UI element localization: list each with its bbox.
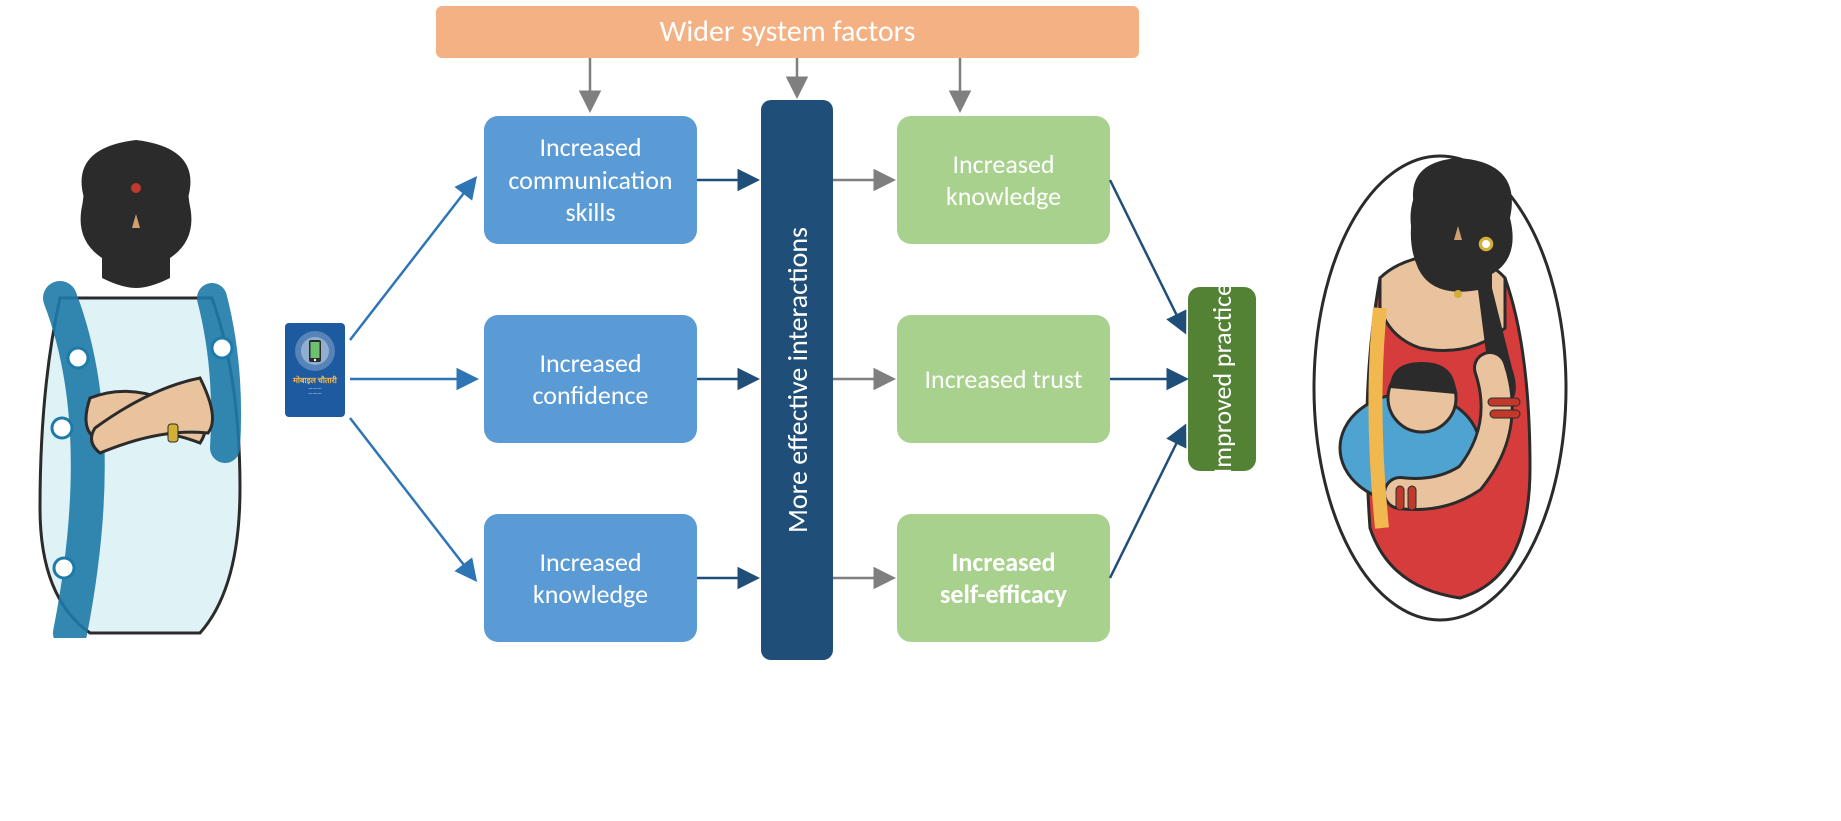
node-label: More effective interactions <box>780 227 815 533</box>
node-increased-knowledge-right: Increased knowledge <box>897 116 1110 244</box>
mother-breastfeeding-illustration <box>1310 148 1570 628</box>
node-label: Increased knowledge <box>494 546 687 611</box>
node-label: Improved practice <box>1206 283 1239 474</box>
node-label: Increased trust <box>925 363 1083 396</box>
node-label: Increased confidence <box>494 347 687 412</box>
node-increased-self-efficacy: Increased self-efficacy <box>897 514 1110 642</box>
banner-label: Wider system factors <box>660 13 916 51</box>
node-more-effective-interactions: More effective interactions <box>761 100 833 660</box>
node-label: Increased self-efficacy <box>940 546 1067 611</box>
phone-card-title: मोबाइल चौतारी <box>293 377 337 386</box>
node-increased-knowledge-left: Increased knowledge <box>484 514 697 642</box>
wider-system-factors-banner: Wider system factors <box>436 6 1139 58</box>
health-worker-illustration <box>0 128 273 638</box>
node-increased-trust: Increased trust <box>897 315 1110 443</box>
node-improved-practice: Improved practice <box>1188 287 1256 471</box>
node-label: Increased communication skills <box>494 131 687 229</box>
phone-icon <box>293 329 337 373</box>
phone-card-subtitle: —————— <box>308 387 322 398</box>
node-increased-communication-skills: Increased communication skills <box>484 116 697 244</box>
node-increased-confidence: Increased confidence <box>484 315 697 443</box>
mobile-app-card: मोबाइल चौतारी —————— <box>285 323 345 417</box>
node-label: Increased knowledge <box>907 148 1100 213</box>
